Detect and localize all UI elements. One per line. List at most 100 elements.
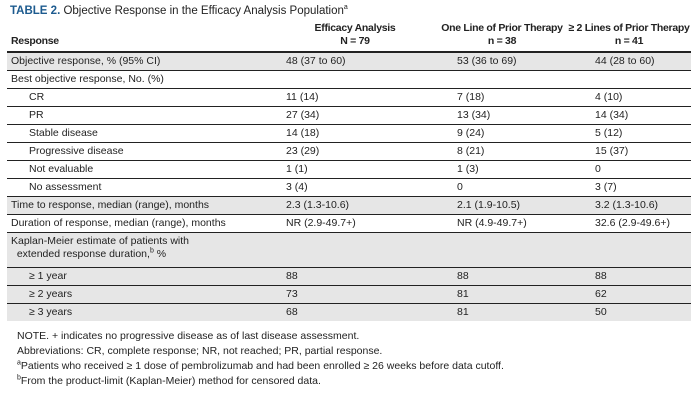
cell-value: 44 (28 to 60) [567,52,691,71]
table-row: Kaplan-Meier estimate of patients with e… [7,232,691,268]
cell-value: 1 (1) [273,160,437,179]
row-label-text: ≥ 1 year [29,270,67,282]
table-number: TABLE 2. [10,5,61,17]
row-label-text: No assessment [29,181,102,193]
cell-value: 68 [273,303,437,321]
cell-value: 14 (34) [567,106,691,125]
cell-value: 7 (18) [437,88,567,107]
cell-value: 73 [273,285,437,304]
cell-value: 4 (10) [567,88,691,107]
row-label-unit: % [153,248,167,260]
cell-value [273,70,437,89]
abbreviations: Abbreviations: CR, complete response; NR… [17,345,383,357]
table-row: Not evaluable 1 (1) 1 (3) 0 [7,160,691,179]
row-label-text: PR [29,109,44,121]
table-title: TABLE 2. Objective Response in the Effic… [7,4,691,18]
col-header-efficacy: Efficacy Analysis N = 79 [273,20,437,52]
cell-value: 1 (3) [437,160,567,179]
row-label: No assessment [7,178,273,197]
row-label-text: Stable disease [29,127,98,139]
row-label-text: Duration of response, median (range), mo… [11,217,226,229]
cell-value: 48 (37 to 60) [273,52,437,71]
header-row: Response Efficacy Analysis N = 79 One Lin… [7,20,691,52]
cell-value: NR (4.9-49.7+) [437,214,567,233]
table-row: Best objective response, No. (%) [7,70,691,89]
cell-value: 5 (12) [567,124,691,143]
table-row: CR 11 (14) 7 (18) 4 (10) [7,88,691,107]
cell-value: NR (2.9-49.7+) [273,214,437,233]
cell-value: 0 [437,178,567,197]
row-label: ≥ 2 years [7,285,273,304]
table-row: Progressive disease 23 (29) 8 (21) 15 (37) [7,142,691,161]
cell-value [437,70,567,89]
cell-value: 2.3 (1.3-10.6) [273,196,437,215]
footnote-b: bFrom the product-limit (Kaplan-Meier) m… [17,374,691,389]
row-label-text: ≥ 3 years [29,306,73,318]
cell-value: 14 (18) [273,124,437,143]
col-n: N = 79 [340,35,370,47]
cell-value: 62 [567,285,691,304]
row-label-text: CR [29,91,45,103]
row-label: ≥ 1 year [7,267,273,286]
footnote-mark: b [149,247,154,255]
row-label-text: Objective response, % (95% CI) [11,55,161,67]
col-n: n = 38 [487,35,517,47]
row-label: Kaplan-Meier estimate of patients with e… [7,232,273,268]
footnote-mark: a [17,359,21,367]
col-name: One Line of Prior Therapy [441,22,563,34]
cell-value: 3 (7) [567,178,691,197]
row-label-line2: extended response duration, [16,248,150,260]
row-label: Best objective response, No. (%) [7,70,273,89]
row-label: Time to response, median (range), months [7,196,273,215]
cell-value: 81 [437,285,567,304]
row-label: Stable disease [7,124,273,143]
table-row: PR 27 (34) 13 (34) 14 (34) [7,106,691,125]
table-row: Objective response, % (95% CI) 48 (37 to … [7,52,691,71]
col-header-one-line: One Line of Prior Therapy n = 38 [437,20,567,52]
footnote-text: Patients who received ≥ 1 dose of pembro… [20,360,504,372]
cell-value [437,232,567,268]
col-n: n = 41 [614,35,644,47]
row-label-text: Not evaluable [29,163,94,175]
cell-value: 88 [437,267,567,286]
table-row: Duration of response, median (range), mo… [7,214,691,233]
cell-value: 27 (34) [273,106,437,125]
response-table: Response Efficacy Analysis N = 79 One Lin… [7,20,691,321]
cell-value: 3 (4) [273,178,437,197]
row-label: Progressive disease [7,142,273,161]
cell-value [567,232,691,268]
cell-value: 8 (21) [437,142,567,161]
cell-value: 88 [273,267,437,286]
cell-value: 32.6 (2.9-49.6+) [567,214,691,233]
cell-value: 13 (34) [437,106,567,125]
cell-value: 9 (24) [437,124,567,143]
row-label: PR [7,106,273,125]
table-row: Time to response, median (range), months… [7,196,691,215]
note: NOTE. + indicates no progressive disease… [17,330,360,342]
table-caption: Objective Response in the Efficacy Analy… [63,5,344,17]
col-name: Efficacy Analysis [314,22,396,34]
footnote-mark: b [17,374,21,382]
col-header-two-plus-lines: ≥ 2 Lines of Prior Therapy n = 41 [567,20,691,52]
cell-value: 2.1 (1.9-10.5) [437,196,567,215]
col-name: ≥ 2 Lines of Prior Therapy [568,22,690,34]
row-label: CR [7,88,273,107]
footnote-mark: a [343,4,348,12]
footnote-a: aPatients who received ≥ 1 dose of pembr… [17,359,691,374]
row-label-line1: Kaplan-Meier estimate of patients with [11,235,190,247]
table-row: No assessment 3 (4) 0 3 (7) [7,178,691,197]
row-label-text: Progressive disease [29,145,124,157]
cell-value [567,70,691,89]
cell-value [273,232,437,268]
table-row: Stable disease 14 (18) 9 (24) 5 (12) [7,124,691,143]
col-header-response: Response [11,35,59,47]
cell-value: 0 [567,160,691,179]
table-row: ≥ 3 years 68 81 50 [7,303,691,321]
cell-value: 53 (36 to 69) [437,52,567,71]
table-notes: NOTE. + indicates no progressive disease… [7,329,691,389]
table-row: ≥ 2 years 73 81 62 [7,285,691,304]
row-label: ≥ 3 years [7,303,273,321]
page: TABLE 2. Objective Response in the Effic… [7,4,691,389]
row-label: Objective response, % (95% CI) [7,52,273,71]
cell-value: 88 [567,267,691,286]
